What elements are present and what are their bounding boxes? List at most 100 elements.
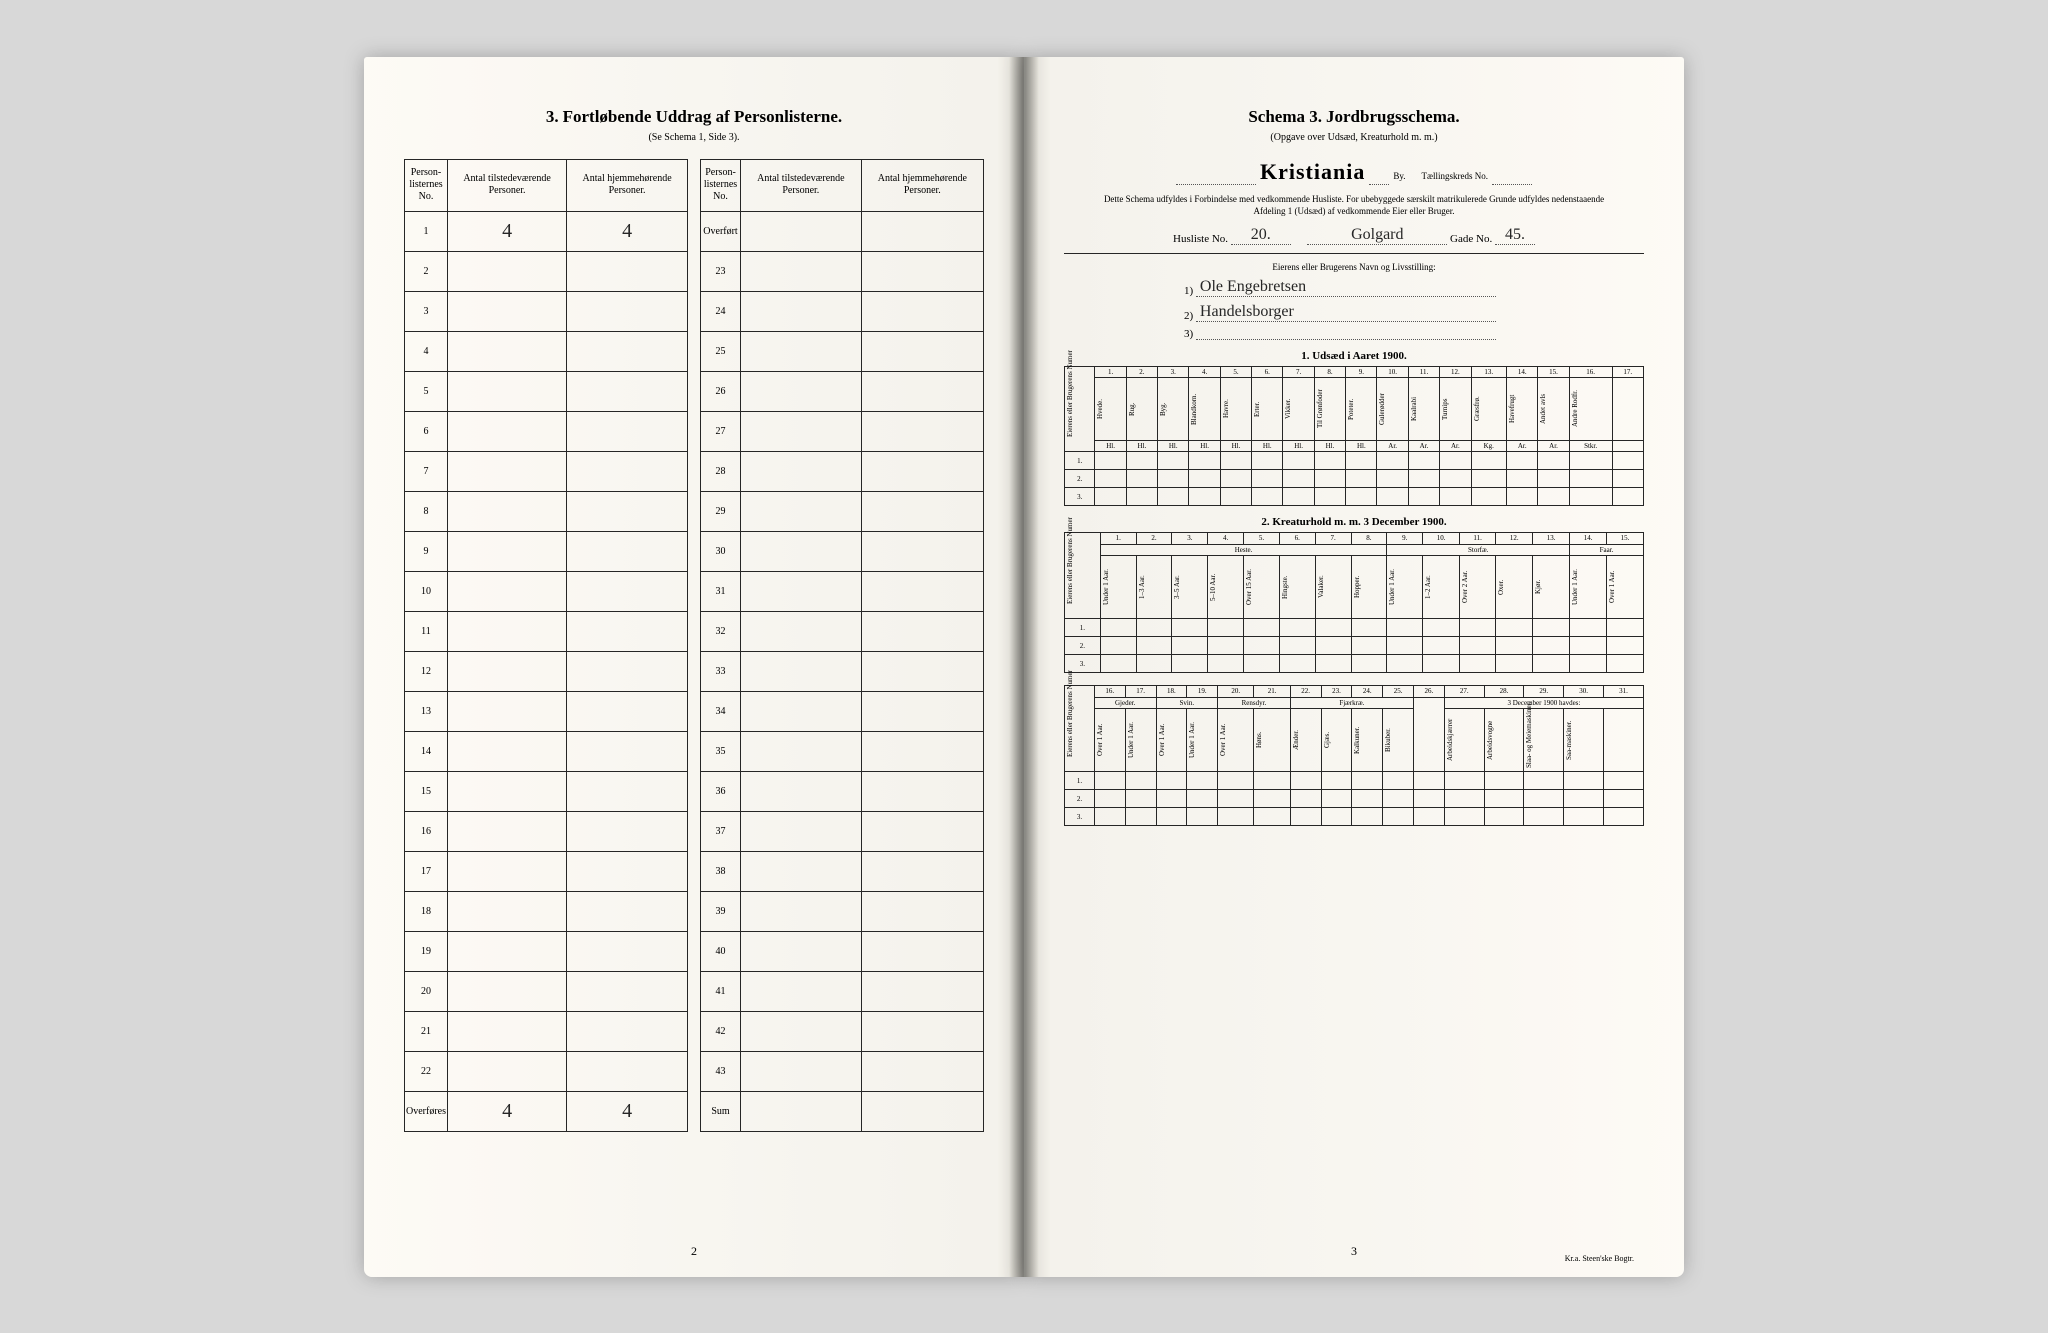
left-table-b: Person- listernes No. Antal tilstedevære… bbox=[700, 159, 984, 1132]
cell bbox=[447, 811, 566, 851]
cell bbox=[861, 891, 983, 931]
row-num: 20 bbox=[405, 971, 448, 1011]
row-num: 32 bbox=[701, 611, 741, 651]
row-num: 28 bbox=[701, 451, 741, 491]
cell bbox=[741, 1051, 862, 1091]
cell bbox=[447, 291, 566, 331]
th-c4: Person- listernes No. bbox=[701, 159, 741, 211]
cell bbox=[447, 611, 566, 651]
row-num: 37 bbox=[701, 811, 741, 851]
cell bbox=[447, 771, 566, 811]
owner-2: Handelsborger bbox=[1196, 303, 1496, 322]
cell bbox=[861, 251, 983, 291]
cell bbox=[861, 731, 983, 771]
printer: Kr.a. Steen'ske Bogtr. bbox=[1565, 1254, 1634, 1263]
intro-text: Dette Schema udfyldes i Forbindelse med … bbox=[1094, 193, 1614, 218]
row-num: 5 bbox=[405, 371, 448, 411]
cell bbox=[447, 371, 566, 411]
schema-label: Schema 3. bbox=[1248, 107, 1322, 126]
row-num: 41 bbox=[701, 971, 741, 1011]
row-num: 3 bbox=[405, 291, 448, 331]
row-num: 19 bbox=[405, 931, 448, 971]
cell bbox=[861, 851, 983, 891]
cell bbox=[861, 571, 983, 611]
row-num: 33 bbox=[701, 651, 741, 691]
cell bbox=[741, 971, 862, 1011]
cell bbox=[447, 891, 566, 931]
cell bbox=[567, 971, 688, 1011]
cell bbox=[447, 851, 566, 891]
sum-b: 4 bbox=[567, 1091, 688, 1131]
left-page: 3. Fortløbende Uddrag af Personlisterne.… bbox=[364, 57, 1024, 1277]
cell bbox=[861, 971, 983, 1011]
cell bbox=[861, 451, 983, 491]
cell bbox=[567, 651, 688, 691]
cell bbox=[447, 931, 566, 971]
cell bbox=[447, 691, 566, 731]
kreds-label: Tællingskreds No. bbox=[1422, 171, 1489, 181]
cell bbox=[447, 331, 566, 371]
cell bbox=[861, 331, 983, 371]
cell: 4 bbox=[567, 211, 688, 251]
cell bbox=[861, 691, 983, 731]
gade-label: Gade No. bbox=[1450, 233, 1492, 245]
right-page: Schema 3. Jordbrugsschema. (Opgave over … bbox=[1024, 57, 1684, 1277]
owner-label: Eierens eller Brugerens Navn og Livsstil… bbox=[1064, 262, 1644, 272]
cell bbox=[567, 411, 688, 451]
row-num: 10 bbox=[405, 571, 448, 611]
cell bbox=[567, 811, 688, 851]
sec2-title: 2. Kreaturhold m. m. 3 December 1900. bbox=[1064, 516, 1644, 528]
sec3-g1: Gjeder. bbox=[1094, 697, 1156, 708]
cell bbox=[567, 571, 688, 611]
sum-label: Sum bbox=[701, 1091, 741, 1131]
owner-1: Ole Engebretsen bbox=[1196, 278, 1496, 297]
row-num: 22 bbox=[405, 1051, 448, 1091]
row-num: 21 bbox=[405, 1011, 448, 1051]
sec1-table: Eierens eller Brugerens Numer1.2.3.4.5.6… bbox=[1064, 366, 1644, 507]
row-num: 43 bbox=[701, 1051, 741, 1091]
cell bbox=[567, 451, 688, 491]
cell bbox=[861, 531, 983, 571]
cell bbox=[741, 891, 862, 931]
row-num: 24 bbox=[701, 291, 741, 331]
row-num: 11 bbox=[405, 611, 448, 651]
cell bbox=[447, 491, 566, 531]
cell bbox=[741, 651, 862, 691]
cell bbox=[861, 651, 983, 691]
left-title-block: 3. Fortløbende Uddrag af Personlisterne.… bbox=[404, 107, 984, 145]
sec3-g2: Svin. bbox=[1156, 697, 1218, 708]
sec2-rowhead: Eierens eller Brugerens Numer bbox=[1066, 546, 1074, 606]
by-label: By. bbox=[1393, 171, 1405, 181]
city-line: Kristiania By. Tællingskreds No. bbox=[1064, 159, 1644, 185]
cell bbox=[861, 1051, 983, 1091]
sec3-g4: Fjærkræ. bbox=[1290, 697, 1413, 708]
cell bbox=[861, 411, 983, 451]
husliste-val: 20. bbox=[1231, 226, 1291, 245]
gade-hand: Golgard bbox=[1307, 226, 1447, 245]
cell bbox=[741, 611, 862, 651]
sec2-g2: Storfæ. bbox=[1387, 544, 1570, 555]
th-c1: Person- listernes No. bbox=[405, 159, 448, 211]
cell bbox=[567, 611, 688, 651]
cell bbox=[741, 1011, 862, 1051]
row-num: 30 bbox=[701, 531, 741, 571]
row-num: 26 bbox=[701, 371, 741, 411]
sum-a: 4 bbox=[447, 1091, 566, 1131]
cell bbox=[741, 931, 862, 971]
row-num: 14 bbox=[405, 731, 448, 771]
cell bbox=[567, 931, 688, 971]
overfores-label: Overføres bbox=[405, 1091, 448, 1131]
left-subtitle: (Se Schema 1, Side 3). bbox=[648, 132, 739, 143]
row-num: 9 bbox=[405, 531, 448, 571]
row-num: 36 bbox=[701, 771, 741, 811]
row-num: 18 bbox=[405, 891, 448, 931]
left-title-num: 3. bbox=[546, 107, 559, 126]
th-c5: Antal tilstedeværende Personer. bbox=[741, 159, 862, 211]
row-num: 7 bbox=[405, 451, 448, 491]
cell bbox=[741, 571, 862, 611]
husliste-line: Husliste No. 20. Golgard Gade No. 45. bbox=[1064, 226, 1644, 245]
cell bbox=[741, 491, 862, 531]
cell bbox=[567, 851, 688, 891]
sec3-rowhead: Eierens eller Brugerens Numer bbox=[1066, 699, 1074, 759]
cell bbox=[861, 771, 983, 811]
